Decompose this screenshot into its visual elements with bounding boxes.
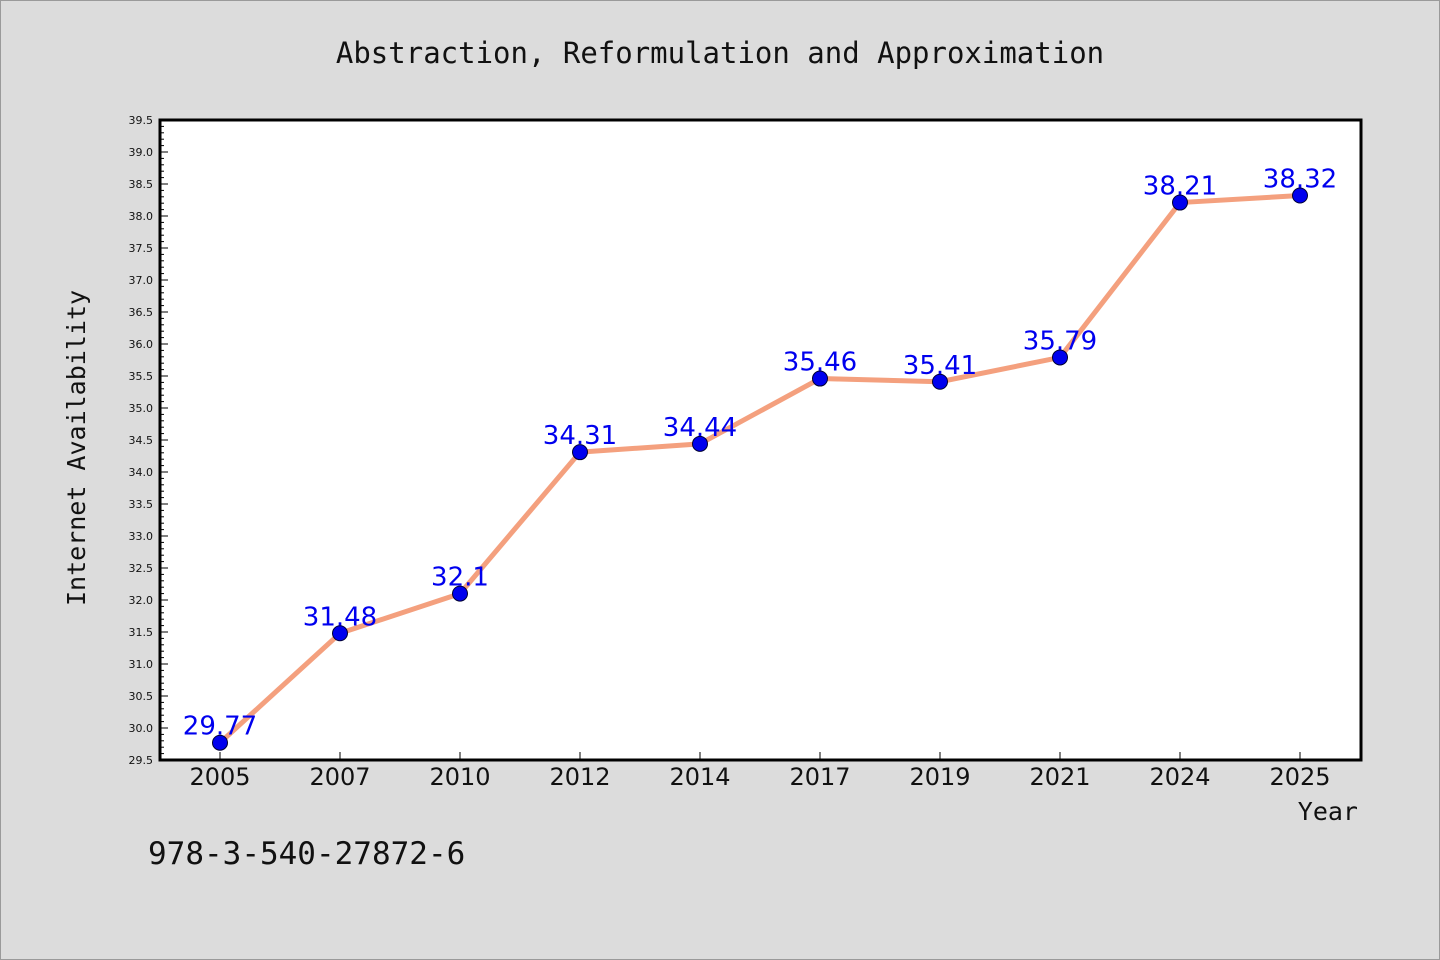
y-tick-label: 31.5 [129, 626, 154, 639]
data-label: 38.21 [1143, 172, 1217, 202]
y-tick-label: 38.0 [129, 210, 154, 223]
data-point [692, 435, 708, 452]
y-tick-label: 37.0 [129, 274, 154, 287]
y-tick-label: 35.5 [129, 370, 154, 383]
y-tick-label: 30.5 [129, 690, 154, 703]
y-tick-label: 35.0 [129, 402, 154, 415]
data-label: 34.31 [543, 421, 617, 451]
data-point [812, 370, 828, 387]
data-point [332, 625, 348, 642]
data-point [212, 734, 228, 751]
data-label: 34.44 [663, 413, 737, 443]
data-point [1292, 187, 1308, 204]
isbn-footnote: 978-3-540-27872-6 [148, 836, 465, 872]
series-line [218, 193, 1301, 745]
y-tick-label: 33.5 [129, 498, 154, 511]
y-tick-label: 34.0 [129, 466, 154, 479]
data-point [572, 444, 588, 461]
x-tick-label: 2025 [1269, 763, 1330, 791]
x-axis-label: Year [1298, 797, 1358, 826]
y-tick-label: 39.0 [129, 146, 154, 159]
plot-area [158, 118, 1363, 762]
data-point [452, 585, 468, 602]
y-tick-label: 32.5 [129, 562, 154, 575]
y-tick-label: 33.0 [129, 530, 154, 543]
data-label: 38.32 [1263, 165, 1337, 195]
data-label: 35.41 [903, 351, 977, 381]
data-label: 35.79 [1023, 326, 1097, 356]
y-tick-label: 36.0 [129, 338, 154, 351]
x-tick-label: 2024 [1149, 763, 1210, 791]
x-tick-label: 2010 [429, 763, 490, 791]
data-label: 29.77 [183, 712, 257, 742]
data-label: 31.48 [303, 602, 377, 632]
y-tick-label: 32.0 [129, 594, 154, 607]
y-tick-label: 29.5 [129, 754, 154, 767]
data-label: 32.1 [431, 563, 489, 593]
chart-title: Abstraction, Reformulation and Approxima… [336, 36, 1104, 70]
y-tick-label: 36.5 [129, 306, 154, 319]
data-labels: 29.77 31.48 32.1 34.31 34.44 35.46 35.41 35.79 3… [183, 165, 1337, 742]
x-tick-label: 2017 [789, 763, 850, 791]
x-tick-label: 2007 [309, 763, 370, 791]
x-tick-label: 2012 [549, 763, 610, 791]
y-tick-label: 34.5 [129, 434, 154, 447]
x-tick-label: 2021 [1029, 763, 1090, 791]
y-tick-label: 39.5 [129, 114, 154, 127]
data-markers [212, 187, 1308, 751]
y-tick-label: 37.5 [129, 242, 154, 255]
y-tick-label: 38.5 [129, 178, 154, 191]
x-tick-label: 2019 [909, 763, 970, 791]
y-axis: 29.5 30.0 30.5 31.0 31.5 32.0 32.5 33.0 33.5 34.0… [129, 114, 168, 767]
x-axis: 2005 2007 2010 2012 2014 2017 2019 2021 2024 2025 [189, 752, 1331, 791]
y-axis-label: Internet Availability [62, 290, 91, 606]
data-label: 35.46 [783, 348, 857, 378]
data-point [1172, 194, 1188, 211]
data-point [1052, 349, 1068, 366]
data-point [932, 373, 948, 390]
y-tick-label: 30.0 [129, 722, 154, 735]
x-tick-label: 2005 [189, 763, 250, 791]
x-tick-label: 2014 [669, 763, 730, 791]
y-tick-label: 31.0 [129, 658, 154, 671]
